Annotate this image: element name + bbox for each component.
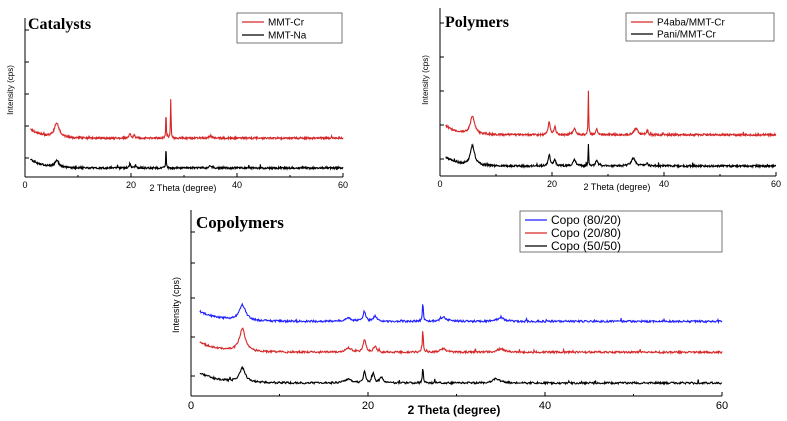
x-tick-label: 40 <box>232 180 242 190</box>
series-line-0 <box>199 302 723 325</box>
x-tick-label: 40 <box>659 179 669 189</box>
series-line-1 <box>199 327 723 355</box>
y-axis-label: Intensity (cps) <box>6 65 15 115</box>
y-axis-label: Intensity (cps) <box>421 55 430 105</box>
x-tick-label: 20 <box>126 180 136 190</box>
chart-title: Polymers <box>445 14 509 31</box>
catalysts-panel: 0 20 40 60 Catalysts 2 Theta (degree) Intensit… <box>6 12 348 193</box>
x-axis-label: 2 Theta (degree) <box>584 182 651 192</box>
x-tick-label: 20 <box>547 179 557 189</box>
x-axis-label: 2 Theta (degree) <box>150 183 217 193</box>
x-tick-label: 60 <box>771 179 781 189</box>
series-line-1 <box>445 143 777 169</box>
series-line-0 <box>445 90 777 138</box>
legend-label: Pani/MMT-Cr <box>657 30 717 41</box>
legend-label: Copo (80/20) <box>551 213 621 227</box>
x-tick-label: 40 <box>539 400 551 412</box>
legend-label: Copo (20/80) <box>551 226 621 240</box>
polymers-panel: 0 20 40 60 Polymers 2 Theta (degree) Intensity… <box>421 8 781 192</box>
legend: Copo (80/20)Copo (20/80)Copo (50/50) <box>519 210 723 253</box>
legend-box <box>625 12 775 42</box>
copolymers-panel: 0 20 40 60 Copolymers 2 Theta (degree) Intensi… <box>171 210 728 417</box>
x-tick-label: 20 <box>362 400 374 412</box>
x-tick-label: 0 <box>188 400 194 412</box>
x-tick-label: 60 <box>716 400 728 412</box>
legend-box <box>236 12 343 44</box>
legend: MMT-Cr MMT-Na <box>236 12 343 44</box>
x-tick-label: 60 <box>338 180 348 190</box>
chart-title: Copolymers <box>196 213 284 232</box>
legend-label: P4aba/MMT-Cr <box>657 18 725 29</box>
series-line-0 <box>30 99 344 142</box>
x-tick-label: 0 <box>22 180 27 190</box>
legend-box <box>519 210 723 253</box>
chart-title: Catalysts <box>28 16 91 33</box>
legend-label: Copo (50/50) <box>551 239 621 253</box>
series-line-2 <box>199 365 723 386</box>
x-axis-label: 2 Theta (degree) <box>408 403 501 417</box>
x-tick-label: 0 <box>437 179 442 189</box>
y-axis-label: Intensity (cps) <box>171 277 181 333</box>
series-line-1 <box>29 151 344 171</box>
legend-label: MMT-Cr <box>268 18 305 29</box>
legend-label: MMT-Na <box>268 31 307 42</box>
